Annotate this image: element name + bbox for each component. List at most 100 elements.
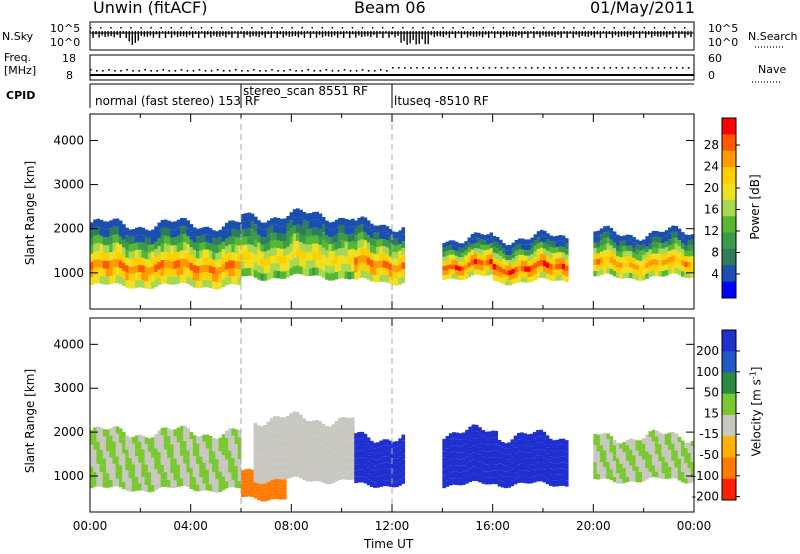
heatmap-cell (122, 482, 126, 490)
heatmap-cell (247, 468, 252, 473)
heatmap-cell (308, 428, 313, 437)
heatmap-cell (102, 276, 107, 285)
heatmap-cell (471, 445, 476, 453)
heatmap-cell (445, 455, 450, 462)
heatmap-cell (664, 258, 669, 265)
heatmap-cell (464, 250, 468, 256)
heatmap-cell (642, 265, 646, 271)
nave-dot (675, 67, 678, 69)
heatmap-cell (483, 255, 487, 261)
heatmap-cell (612, 466, 617, 472)
heatmap-cell (270, 233, 274, 241)
heatmap-cell (668, 227, 672, 234)
heatmap-cell (144, 437, 149, 445)
heatmap-cell (199, 258, 203, 266)
heatmap-cell (395, 272, 399, 279)
heatmap-cell (542, 450, 547, 458)
heatmap-cell (250, 473, 255, 477)
heatmap-cell (382, 274, 387, 282)
heatmap-cell (260, 455, 264, 463)
heatmap-cell (205, 226, 210, 235)
nsearch-tick-top: 10^5 (708, 22, 739, 35)
heatmap-cell (270, 263, 274, 272)
heatmap-cell (118, 479, 123, 488)
heatmap-cell (671, 267, 675, 274)
heatmap-cell (645, 257, 649, 263)
heatmap-cell (500, 481, 505, 488)
heatmap-cell (461, 257, 465, 262)
heatmap-cell (625, 240, 630, 246)
heatmap-cell (224, 222, 229, 231)
heatmap-cell (170, 436, 174, 445)
nsearch-dot (331, 27, 334, 29)
heatmap-cell (160, 479, 165, 488)
heatmap-cell (366, 467, 371, 474)
heatmap-cell (263, 222, 268, 230)
heatmap-cell (163, 471, 168, 480)
heatmap-cell (497, 469, 502, 475)
heatmap-cell (151, 281, 155, 289)
heatmap-cell (564, 480, 569, 487)
heatmap-cell (276, 424, 280, 432)
heatmap-cell (603, 438, 607, 445)
heatmap-cell (625, 250, 630, 257)
heatmap-cell (373, 246, 377, 254)
heatmap-cell (228, 479, 232, 488)
heatmap-cell (157, 459, 162, 467)
heatmap-cell (564, 474, 569, 481)
heatmap-cell (616, 458, 620, 464)
heatmap-cell (167, 252, 171, 261)
heatmap-cell (385, 451, 390, 457)
heatmap-cell (366, 479, 371, 486)
heatmap-cell (655, 448, 659, 455)
heatmap-cell (533, 262, 538, 269)
nave-dot (355, 70, 358, 72)
heatmap-cell (125, 257, 129, 266)
heatmap-cell (305, 473, 310, 482)
heatmap-cell (539, 229, 544, 236)
heatmap-cell (498, 272, 503, 278)
heatmap-cell (539, 442, 543, 450)
heatmap-cell (286, 447, 290, 456)
heatmap-cell (247, 493, 252, 497)
heatmap-cell (357, 217, 361, 226)
heatmap-cell (369, 238, 374, 246)
heatmap-cell (671, 432, 675, 438)
heatmap-cell (539, 455, 543, 463)
heatmap-cell (299, 250, 303, 259)
heatmap-cell (321, 262, 326, 271)
heatmap-cell (167, 220, 171, 229)
heatmap-cell (619, 468, 623, 474)
nsearch-dot (522, 27, 525, 29)
heatmap-cell (516, 464, 521, 471)
heatmap-cell (292, 468, 297, 477)
heatmap-cell (205, 279, 210, 288)
heatmap-cell (651, 465, 656, 472)
heatmap-cell (638, 255, 643, 261)
heatmap-cell (218, 451, 223, 458)
heatmap-cell (338, 441, 342, 450)
heatmap-cell (385, 462, 390, 469)
heatmap-cell (205, 264, 210, 273)
velocity-colorbar-frame (721, 329, 737, 501)
heatmap-cell (369, 446, 374, 453)
heatmap-cell (684, 442, 688, 448)
heatmap-cell (331, 424, 336, 432)
heatmap-cell (253, 247, 258, 255)
heatmap-cell (461, 247, 465, 253)
heatmap-cell (315, 235, 320, 244)
heatmap-cell (315, 267, 320, 276)
y-tick-label: 1000 (53, 469, 84, 483)
heatmap-cell (99, 267, 104, 276)
heatmap-cell (645, 241, 649, 247)
heatmap-cell (599, 240, 604, 246)
heatmap-cell (357, 263, 361, 271)
heatmap-cell (632, 449, 636, 456)
heatmap-cell (250, 252, 255, 261)
heatmap-cell (292, 265, 297, 275)
heatmap-cell (536, 272, 541, 279)
heatmap-cell (196, 477, 200, 485)
heatmap-cell (690, 266, 695, 273)
heatmap-cell (651, 429, 656, 436)
heatmap-cell (385, 268, 390, 276)
